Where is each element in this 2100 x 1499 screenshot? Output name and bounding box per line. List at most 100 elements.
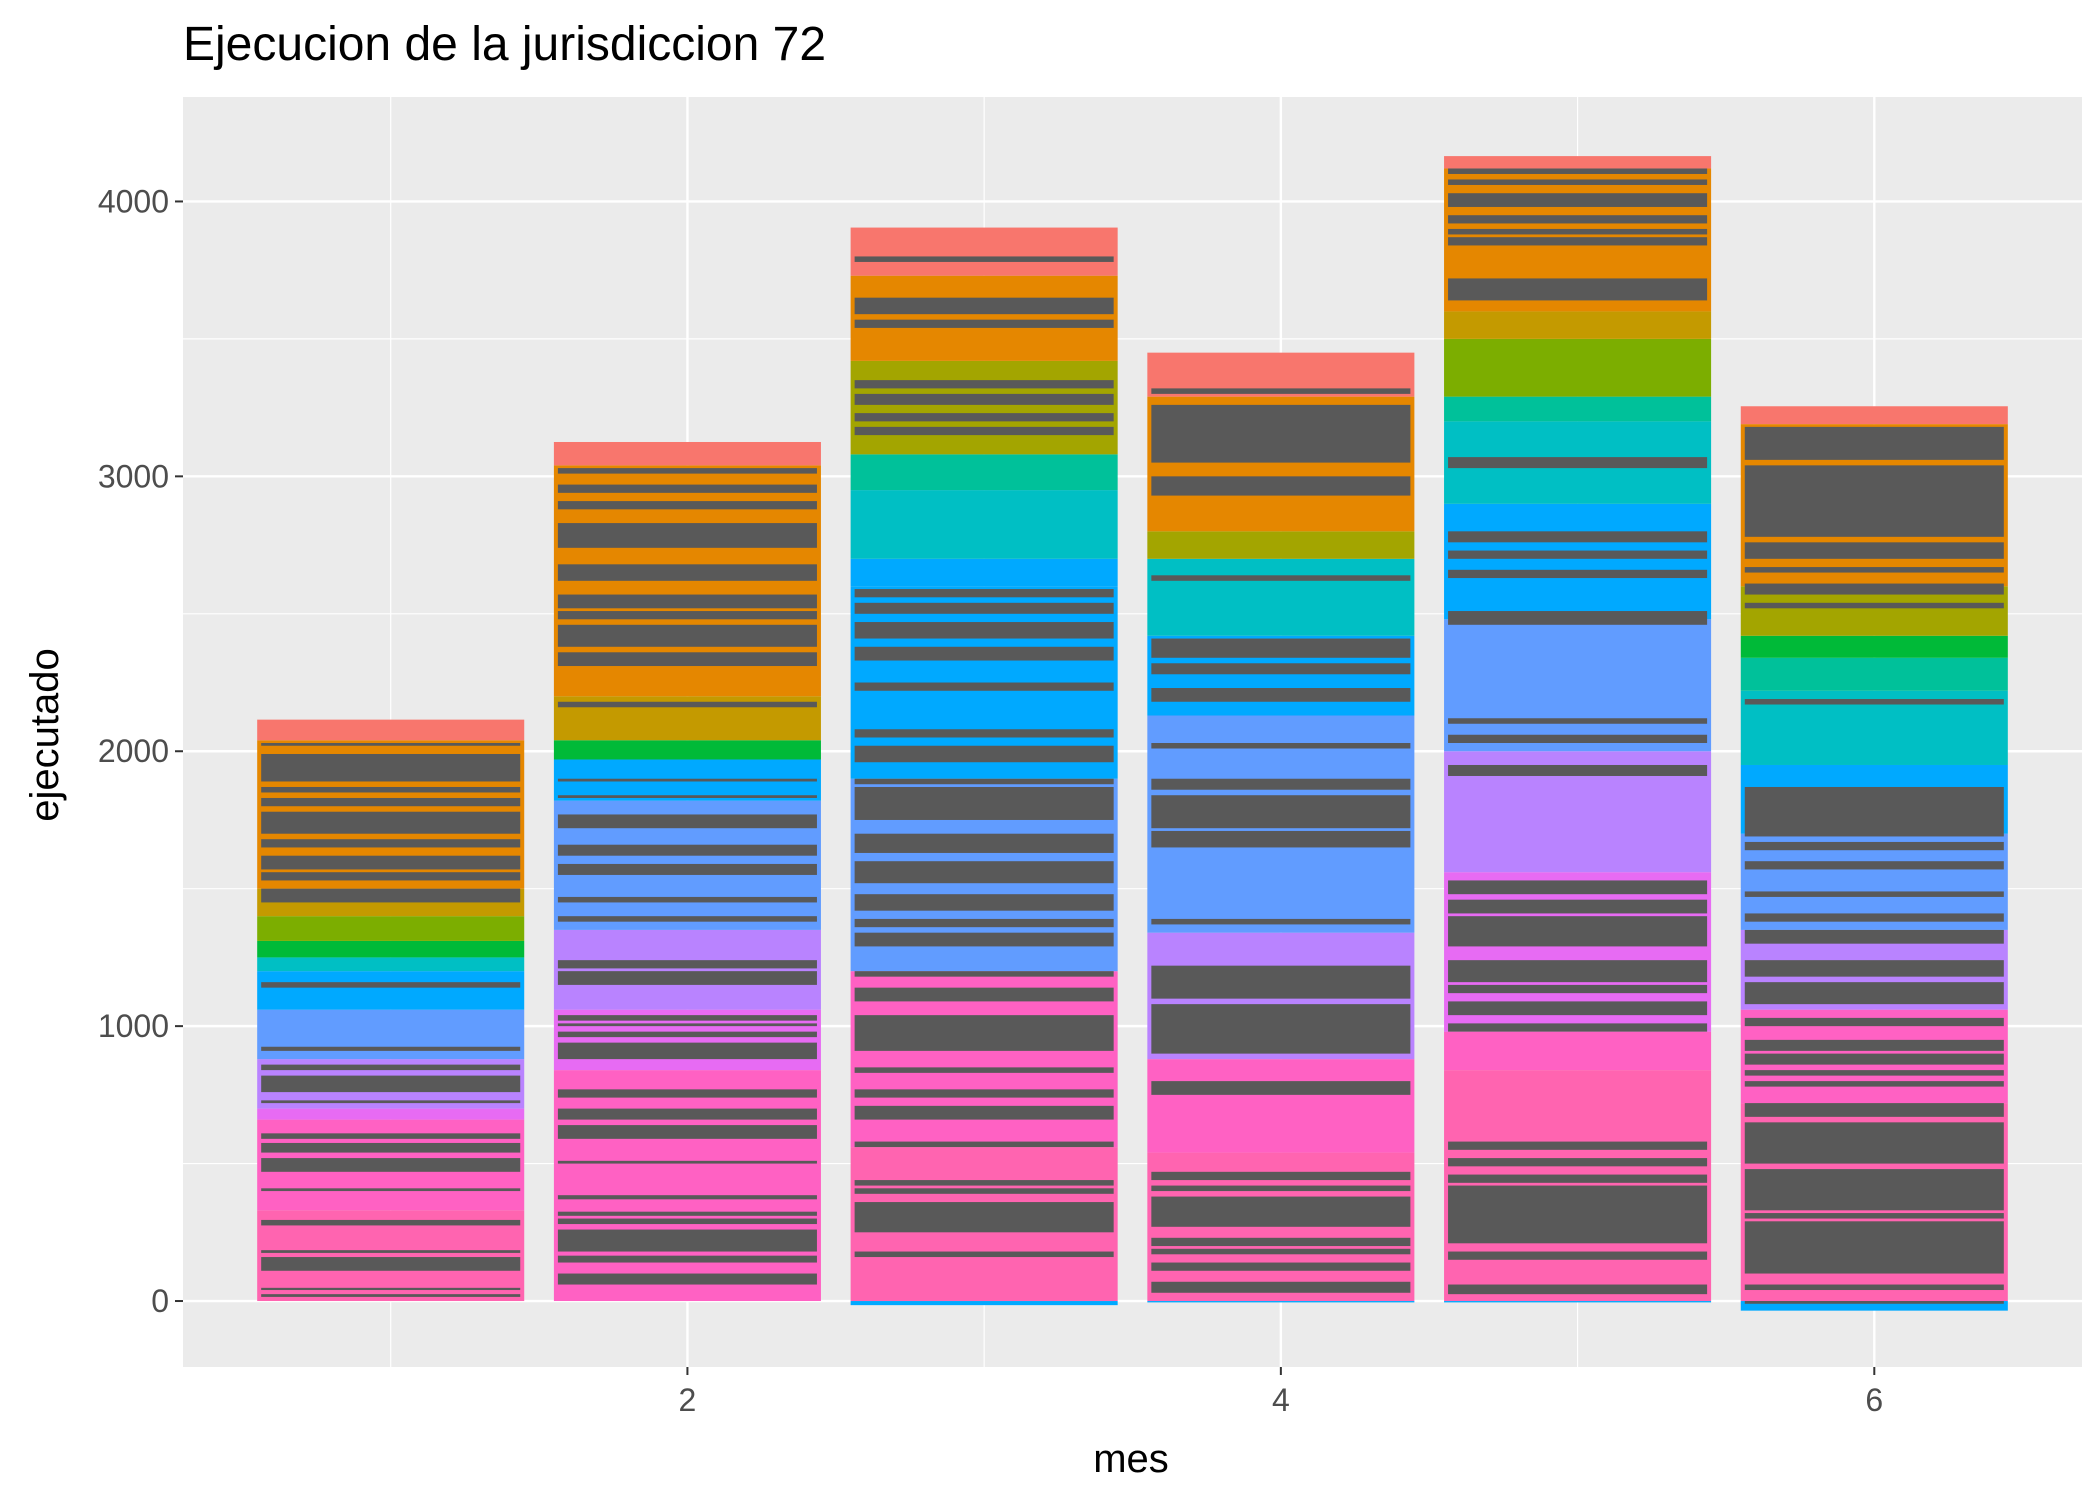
bar-dark-band [1151,1004,1411,1054]
bar-dark-band [1448,457,1708,469]
bar-dark-band [557,1023,817,1027]
bar-dark-band [557,1160,817,1164]
bar-dark-band [1744,699,2004,705]
bar-segment [553,740,821,760]
y-tick-label: 4000 [98,183,169,219]
x-tick-label: 4 [1272,1382,1290,1418]
bar-dark-band [854,778,1114,785]
bar-dark-band [557,814,817,829]
bar-month-5 [1444,156,1712,1303]
bar-dark-band [1151,688,1411,702]
x-axis: 2 4 6 [679,1367,1883,1418]
bar-segment [850,227,1118,276]
bar-segment [1740,657,2008,691]
bar-dark-band [1448,1284,1708,1295]
bar-segment [850,558,1118,587]
bar-dark-band [854,932,1114,947]
bar-dark-band [557,1218,817,1225]
bar-dark-band [261,1064,521,1071]
bar-dark-band [557,1015,817,1021]
bar-dark-band [261,811,521,834]
bar-dark-band [1151,1262,1411,1271]
bar-dark-band [261,982,521,988]
bar-segment [553,441,821,466]
bar-dark-band [1448,764,1708,776]
bar-dark-band [1744,982,2004,1005]
bar-dark-band [557,1031,817,1038]
bar-dark-band [1744,913,2004,922]
bar-dark-band [1744,1053,2004,1065]
bar-dark-band [557,701,817,708]
bar-segment [257,1009,525,1060]
bar-dark-band [557,1108,817,1120]
bar-segment [850,490,1118,559]
bar-dark-band [854,646,1114,661]
bar-dark-band [261,1158,521,1172]
bar-dark-band [854,413,1114,422]
bar-dark-band [1448,1174,1708,1183]
bar-dark-band [557,1255,817,1263]
bar-dark-band [854,987,1114,1002]
bar-dark-band [1744,1103,2004,1117]
bar-segment [1444,396,1712,422]
bar-dark-band [261,1075,521,1093]
bar-dark-band [1744,1169,2004,1211]
bar-dark-band [1744,1017,2004,1027]
bar-segment [1444,311,1712,339]
bar-dark-band [1448,960,1708,983]
bar-dark-band [261,839,521,848]
bar-segment [850,454,1118,491]
bar-month-4 [1147,352,1415,1303]
bar-dark-band [854,602,1114,614]
bar-dark-band [1744,426,2004,460]
bar-dark-band [1744,602,2004,609]
bar-dark-band [1744,1070,2004,1076]
bar-dark-band [557,624,817,647]
bar-dark-band [854,622,1114,639]
y-tick-label: 2000 [98,733,169,769]
bar-segment [1444,156,1712,169]
bar-dark-band [557,1229,817,1252]
bar-dark-band [854,682,1114,691]
bar-dark-band [854,729,1114,738]
bar-dark-band [854,1202,1114,1233]
bar-segment [1147,531,1415,559]
bar-dark-band [261,1294,521,1297]
bar-dark-band [261,742,521,746]
bar-dark-band [1448,880,1708,895]
bar-dark-band [1151,1171,1411,1181]
bar-dark-band [1744,786,2004,837]
bar-dark-band [1744,1284,2004,1291]
bar-dark-band [261,1133,521,1139]
bar-dark-band [557,1042,817,1060]
bar-segment [1740,406,2008,425]
bar-dark-band [1448,1141,1708,1150]
bar-month-3 [850,227,1118,1306]
bar-dark-band [1744,583,2004,595]
bar-dark-band [1448,984,1708,994]
bar-dark-band [1448,179,1708,185]
bar-dark-band [1744,841,2004,851]
y-tick-label: 0 [151,1283,169,1319]
bar-dark-band [854,1141,1114,1148]
bar-dark-band [1151,830,1411,848]
bar-dark-band [1744,542,2004,559]
bar-dark-band [557,594,817,609]
bar-dark-band [854,297,1114,315]
bar-dark-band [557,1273,817,1285]
bar-dark-band [854,1067,1114,1073]
bar-dark-band [854,393,1114,405]
bar-dark-band [1151,965,1411,999]
bar-month-2 [553,441,821,1302]
bar-dark-band [261,786,521,793]
bar-segment [1444,338,1712,397]
x-axis-title: mes [1093,1437,1169,1481]
bar-dark-band [1448,237,1708,246]
bar-dark-band [557,960,817,969]
bar-month-1 [257,719,525,1302]
bar-segment [553,929,821,1010]
bar-segment [553,1070,821,1302]
bar-dark-band [1744,1221,2004,1274]
y-tick-label: 1000 [98,1008,169,1044]
